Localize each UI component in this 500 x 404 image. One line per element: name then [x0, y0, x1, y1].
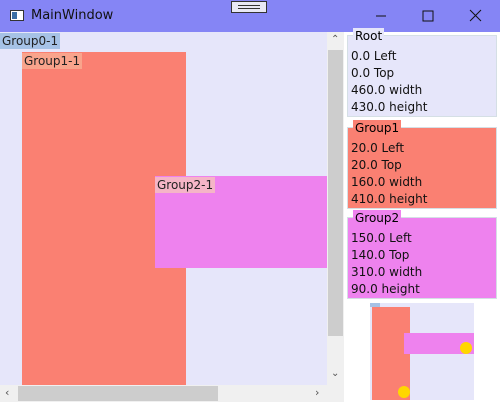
- group-header: Group2: [353, 210, 402, 226]
- property-line: 90.0 height: [351, 282, 420, 296]
- minimap: [370, 303, 474, 400]
- canvas: Group0-1 Group1-1 Group2-1: [0, 32, 327, 385]
- group-header: Group1: [353, 120, 402, 136]
- property-line: 140.0 Top: [351, 248, 410, 262]
- property-line: 20.0 Top: [351, 158, 402, 172]
- group-box: Root 0.0 Left 0.0 Top 460.0 width 430.0 heig…: [347, 28, 497, 117]
- property-line: 430.0 height: [351, 100, 428, 114]
- group-label: Group0-1: [0, 33, 61, 49]
- vertical-scrollbar[interactable]: ⌃ ⌄: [327, 32, 344, 385]
- horizontal-scrollbar[interactable]: ‹ ›: [0, 385, 327, 402]
- group-label: Group1-1: [22, 53, 83, 69]
- property-line: 0.0 Top: [351, 66, 395, 80]
- group2-rect: Group2-1: [155, 176, 327, 268]
- property-line: 310.0 width: [351, 265, 423, 279]
- title-bar: MainWindow: [0, 0, 500, 32]
- drag-handle[interactable]: [231, 1, 267, 13]
- property-line: 150.0 Left: [351, 231, 412, 245]
- caption-buttons[interactable]: [370, 6, 490, 26]
- group-box: Group1 20.0 Left 20.0 Top 160.0 width 410.0 …: [347, 120, 497, 209]
- property-line: 410.0 height: [351, 192, 428, 206]
- property-line: 0.0 Left: [351, 49, 397, 63]
- property-line: 20.0 Left: [351, 141, 405, 155]
- app-icon: [10, 10, 24, 21]
- property-line: 160.0 width: [351, 175, 423, 189]
- group-box: Group2 150.0 Left 140.0 Top 310.0 width 90.0…: [347, 210, 497, 299]
- group-header: Root: [353, 28, 385, 44]
- window-title: MainWindow: [31, 8, 114, 23]
- property-line: 460.0 width: [351, 83, 423, 97]
- group-label: Group2-1: [155, 177, 216, 193]
